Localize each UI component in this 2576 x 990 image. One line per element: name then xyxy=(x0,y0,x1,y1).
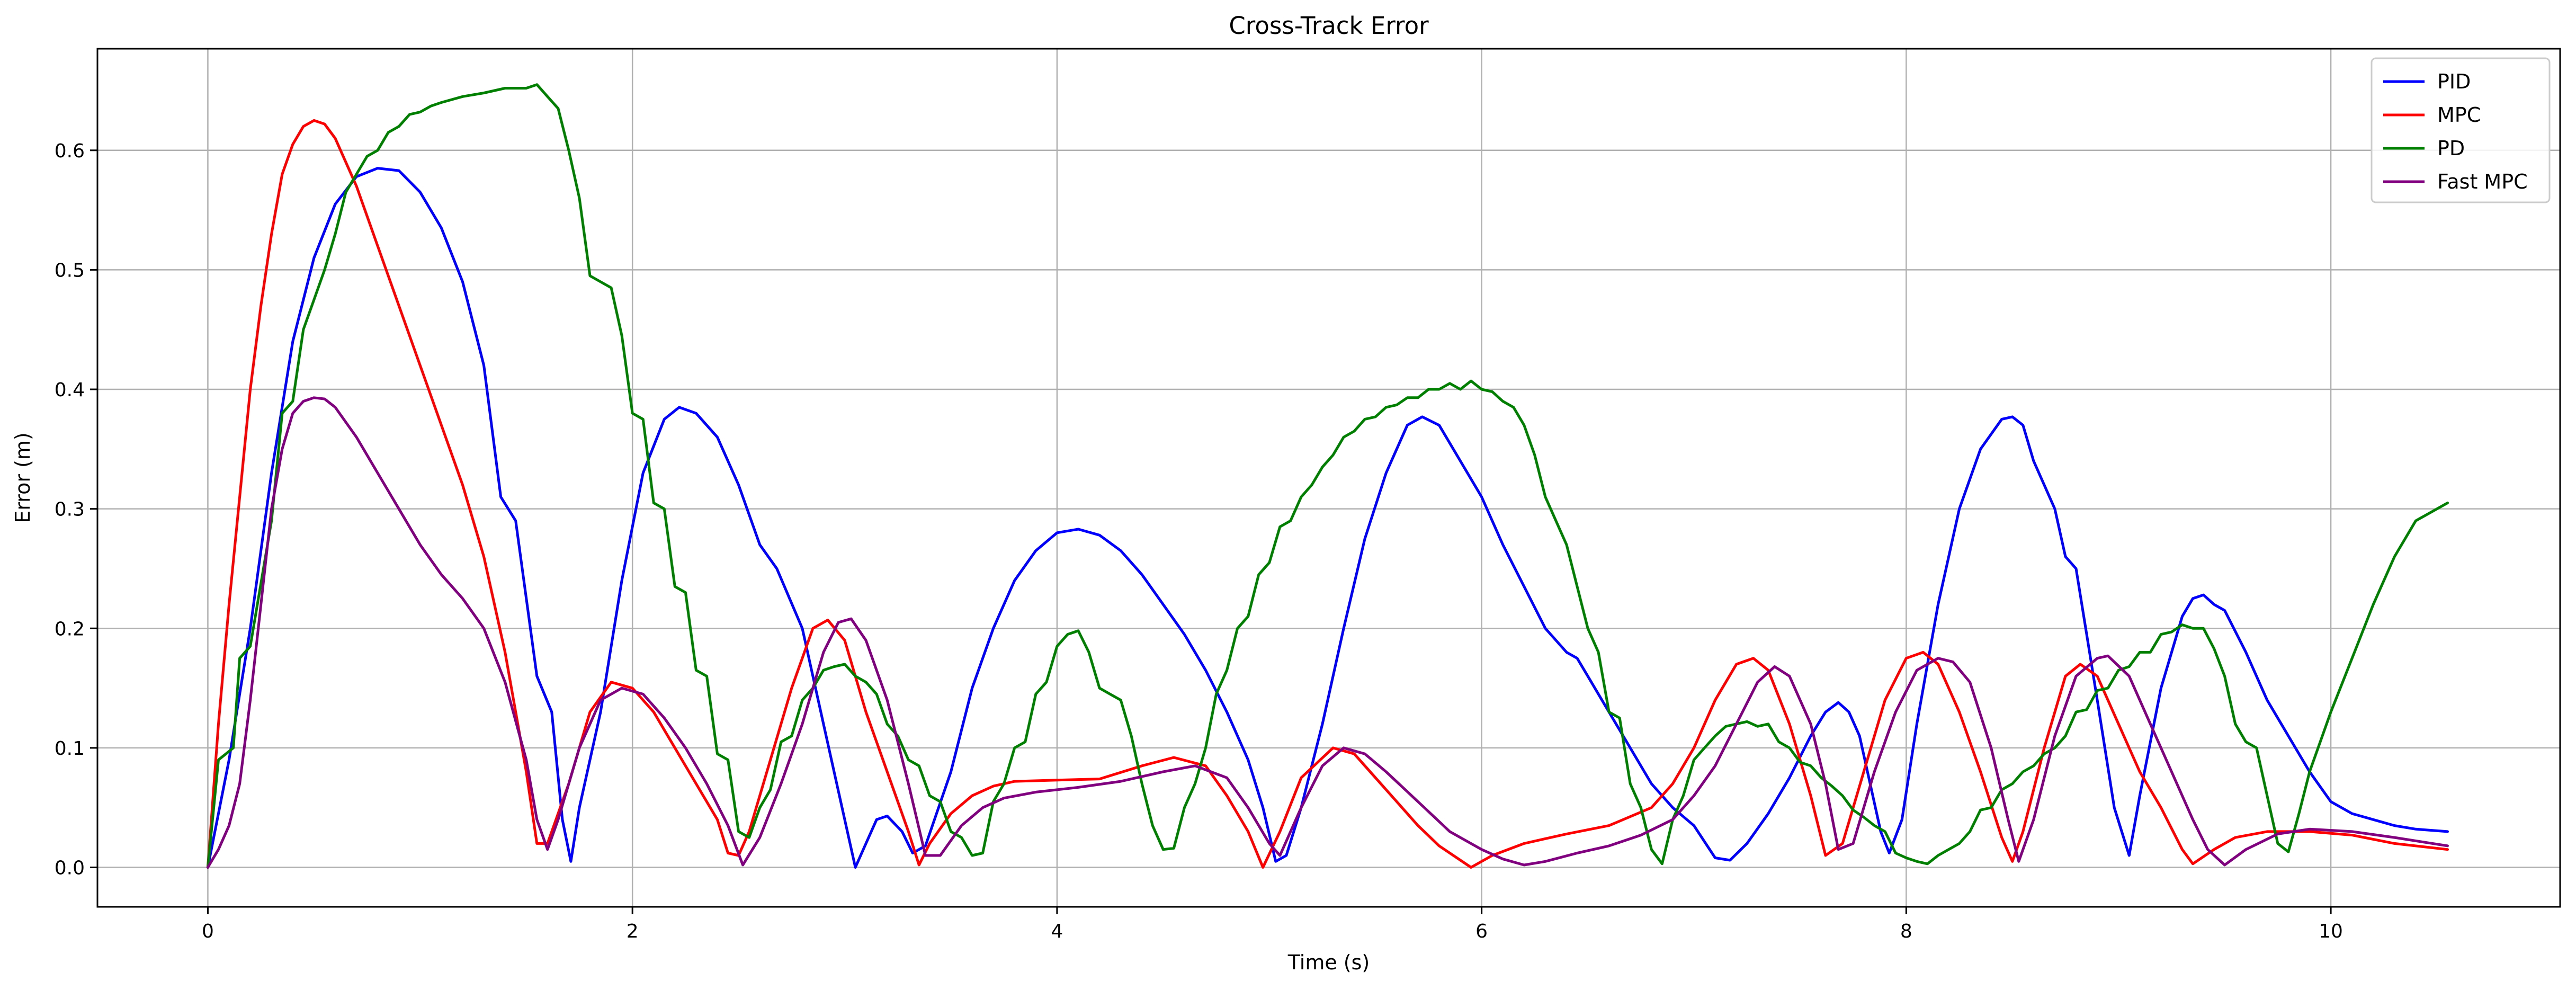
legend-label-fast-mpc: Fast MPC xyxy=(2437,170,2528,193)
x-tick-label: 10 xyxy=(2319,921,2343,942)
x-axis-label: Time (s) xyxy=(1287,951,1370,974)
y-tick-label: 0.0 xyxy=(55,858,85,879)
y-tick-label: 0.1 xyxy=(55,738,85,760)
legend-label-pid: PID xyxy=(2437,70,2471,93)
axis-ticks: 0 2 4 6 8 10 0.0 0.1 0.2 0.3 0.4 0.5 0.6 xyxy=(55,140,2343,942)
legend-label-mpc: MPC xyxy=(2437,103,2481,127)
series-line-pd xyxy=(206,83,2449,869)
chart-title: Cross-Track Error xyxy=(1229,12,1429,40)
x-tick-label: 4 xyxy=(1051,921,1063,942)
series-lines xyxy=(206,83,2449,869)
legend: PID MPC PD Fast MPC xyxy=(2371,57,2551,203)
series-line-pid xyxy=(206,167,2449,869)
grid xyxy=(97,49,2560,907)
x-tick-label: 2 xyxy=(627,921,639,942)
legend-box xyxy=(2371,57,2551,203)
y-tick-label: 0.3 xyxy=(55,499,85,521)
series-line-mpc xyxy=(206,119,2449,869)
x-tick-label: 8 xyxy=(1900,921,1912,942)
y-tick-label: 0.6 xyxy=(55,140,85,162)
y-tick-label: 0.4 xyxy=(55,379,85,401)
x-tick-label: 6 xyxy=(1475,921,1488,942)
legend-label-pd: PD xyxy=(2437,137,2465,160)
series-line-fast-mpc xyxy=(206,396,2449,869)
x-tick-label: 0 xyxy=(202,921,214,942)
y-tick-label: 0.5 xyxy=(55,260,85,281)
y-axis-label: Error (m) xyxy=(11,432,34,523)
plot-frame xyxy=(96,48,2561,908)
y-tick-label: 0.2 xyxy=(55,618,85,640)
